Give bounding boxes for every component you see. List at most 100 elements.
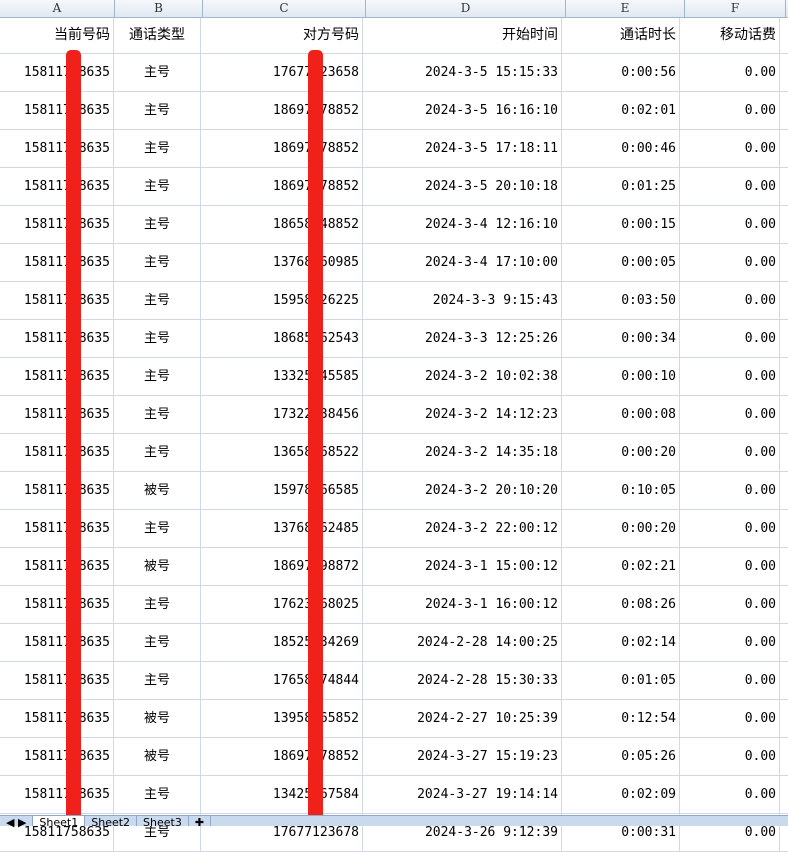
cell[interactable]: 0.00 (680, 472, 780, 509)
column-header-A[interactable]: A (0, 0, 115, 17)
cell[interactable]: 2024-3-2 22:00:12 (363, 510, 562, 547)
cell[interactable]: 0.00 (680, 776, 780, 813)
header-cell[interactable]: 对方号码 (201, 18, 363, 53)
cell[interactable]: 15811758635 (0, 358, 114, 395)
cell[interactable]: 0.00 (680, 358, 780, 395)
cell[interactable]: 18697598872 (201, 548, 363, 585)
cell[interactable]: 2024-2-28 15:30:33 (363, 662, 562, 699)
cell[interactable]: 2024-3-5 16:16:10 (363, 92, 562, 129)
cell[interactable]: 18697378852 (201, 92, 363, 129)
cell[interactable]: 0.00 (680, 320, 780, 357)
cell[interactable]: 0:12:54 (562, 700, 680, 737)
cell[interactable]: 15811758635 (0, 168, 114, 205)
cell[interactable]: 15811758635 (0, 92, 114, 129)
cell[interactable]: 0.00 (680, 586, 780, 623)
cell[interactable]: 0:03:50 (562, 282, 680, 319)
header-cell[interactable]: 当前号码 (0, 18, 114, 53)
cell[interactable]: 2024-3-3 12:25:26 (363, 320, 562, 357)
cell[interactable]: 0:00:10 (562, 358, 680, 395)
cell[interactable]: 2024-3-1 16:00:12 (363, 586, 562, 623)
cell[interactable]: 主号 (114, 244, 201, 281)
cell[interactable]: 主号 (114, 776, 201, 813)
cell[interactable]: 15958426225 (201, 282, 363, 319)
cell[interactable]: 18697378852 (201, 738, 363, 775)
cell[interactable]: 13768260985 (201, 244, 363, 281)
cell[interactable]: 15978166585 (201, 472, 363, 509)
cell[interactable]: 17658474844 (201, 662, 363, 699)
cell[interactable]: 0.00 (680, 700, 780, 737)
cell[interactable]: 15811758635 (0, 548, 114, 585)
cell[interactable]: 0:01:25 (562, 168, 680, 205)
cell[interactable]: 0.00 (680, 54, 780, 91)
cell[interactable]: 2024-2-27 10:25:39 (363, 700, 562, 737)
cell[interactable]: 0.00 (680, 168, 780, 205)
cell[interactable]: 2024-2-28 14:00:25 (363, 624, 562, 661)
cell[interactable]: 15811758635 (0, 320, 114, 357)
cell[interactable]: 2024-3-4 12:16:10 (363, 206, 562, 243)
column-header-B[interactable]: B (115, 0, 203, 17)
cell[interactable]: 13958265852 (201, 700, 363, 737)
cell[interactable]: 18697378852 (201, 168, 363, 205)
cell[interactable]: 18697378852 (201, 130, 363, 167)
header-cell[interactable]: 开始时间 (363, 18, 562, 53)
cell[interactable]: 2024-3-2 14:35:18 (363, 434, 562, 471)
cell[interactable]: 15811758635 (0, 510, 114, 547)
cell[interactable]: 15811758635 (0, 396, 114, 433)
cell[interactable]: 0.00 (680, 434, 780, 471)
cell[interactable]: 0.00 (680, 548, 780, 585)
cell[interactable]: 15811758635 (0, 624, 114, 661)
cell[interactable]: 15811758635 (0, 662, 114, 699)
cell[interactable]: 0.00 (680, 244, 780, 281)
cell[interactable]: 0.00 (680, 396, 780, 433)
cell[interactable]: 主号 (114, 282, 201, 319)
column-header-F[interactable]: F (685, 0, 786, 17)
cell[interactable]: 15811758635 (0, 206, 114, 243)
cell[interactable]: 15811758635 (0, 130, 114, 167)
cell[interactable]: 2024-3-5 20:10:18 (363, 168, 562, 205)
cell[interactable]: 0:00:15 (562, 206, 680, 243)
header-cell[interactable]: 移动话费 (680, 18, 780, 53)
cell[interactable]: 主号 (114, 320, 201, 357)
cell[interactable]: 主号 (114, 92, 201, 129)
cell[interactable]: 0:02:01 (562, 92, 680, 129)
cell[interactable]: 0.00 (680, 130, 780, 167)
cell[interactable]: 0:00:08 (562, 396, 680, 433)
column-header-C[interactable]: C (203, 0, 366, 17)
column-header-E[interactable]: E (566, 0, 685, 17)
cell[interactable]: 0:01:05 (562, 662, 680, 699)
cell[interactable]: 17677123658 (201, 54, 363, 91)
cell[interactable]: 2024-3-2 10:02:38 (363, 358, 562, 395)
cell[interactable]: 13425567584 (201, 776, 363, 813)
cell[interactable]: 被号 (114, 700, 201, 737)
cell[interactable]: 0.00 (680, 510, 780, 547)
cell[interactable]: 0.00 (680, 738, 780, 775)
cell[interactable]: 主号 (114, 434, 201, 471)
column-header-D[interactable]: D (366, 0, 566, 17)
cell[interactable]: 13325545585 (201, 358, 363, 395)
header-cell[interactable]: 通话类型 (114, 18, 201, 53)
cell[interactable]: 主号 (114, 130, 201, 167)
cell[interactable]: 0.00 (680, 206, 780, 243)
cell[interactable]: 主号 (114, 510, 201, 547)
cell[interactable]: 2024-3-3 9:15:43 (363, 282, 562, 319)
cell[interactable]: 15811758635 (0, 244, 114, 281)
cell[interactable]: 15811758635 (0, 434, 114, 471)
cell[interactable]: 0.00 (680, 282, 780, 319)
cell[interactable]: 0.00 (680, 92, 780, 129)
cell[interactable]: 被号 (114, 548, 201, 585)
cell[interactable]: 0:00:20 (562, 510, 680, 547)
cell[interactable]: 0:08:26 (562, 586, 680, 623)
cell[interactable]: 主号 (114, 396, 201, 433)
cell[interactable]: 0.00 (680, 662, 780, 699)
cell[interactable]: 0:00:34 (562, 320, 680, 357)
cell[interactable]: 15811758635 (0, 282, 114, 319)
cell[interactable]: 0:00:46 (562, 130, 680, 167)
cell[interactable]: 主号 (114, 586, 201, 623)
cell[interactable]: 主号 (114, 358, 201, 395)
cell[interactable]: 主号 (114, 624, 201, 661)
cell[interactable]: 0:02:14 (562, 624, 680, 661)
header-cell[interactable]: 通话时长 (562, 18, 680, 53)
cell[interactable]: 被号 (114, 472, 201, 509)
cell[interactable]: 0:02:21 (562, 548, 680, 585)
